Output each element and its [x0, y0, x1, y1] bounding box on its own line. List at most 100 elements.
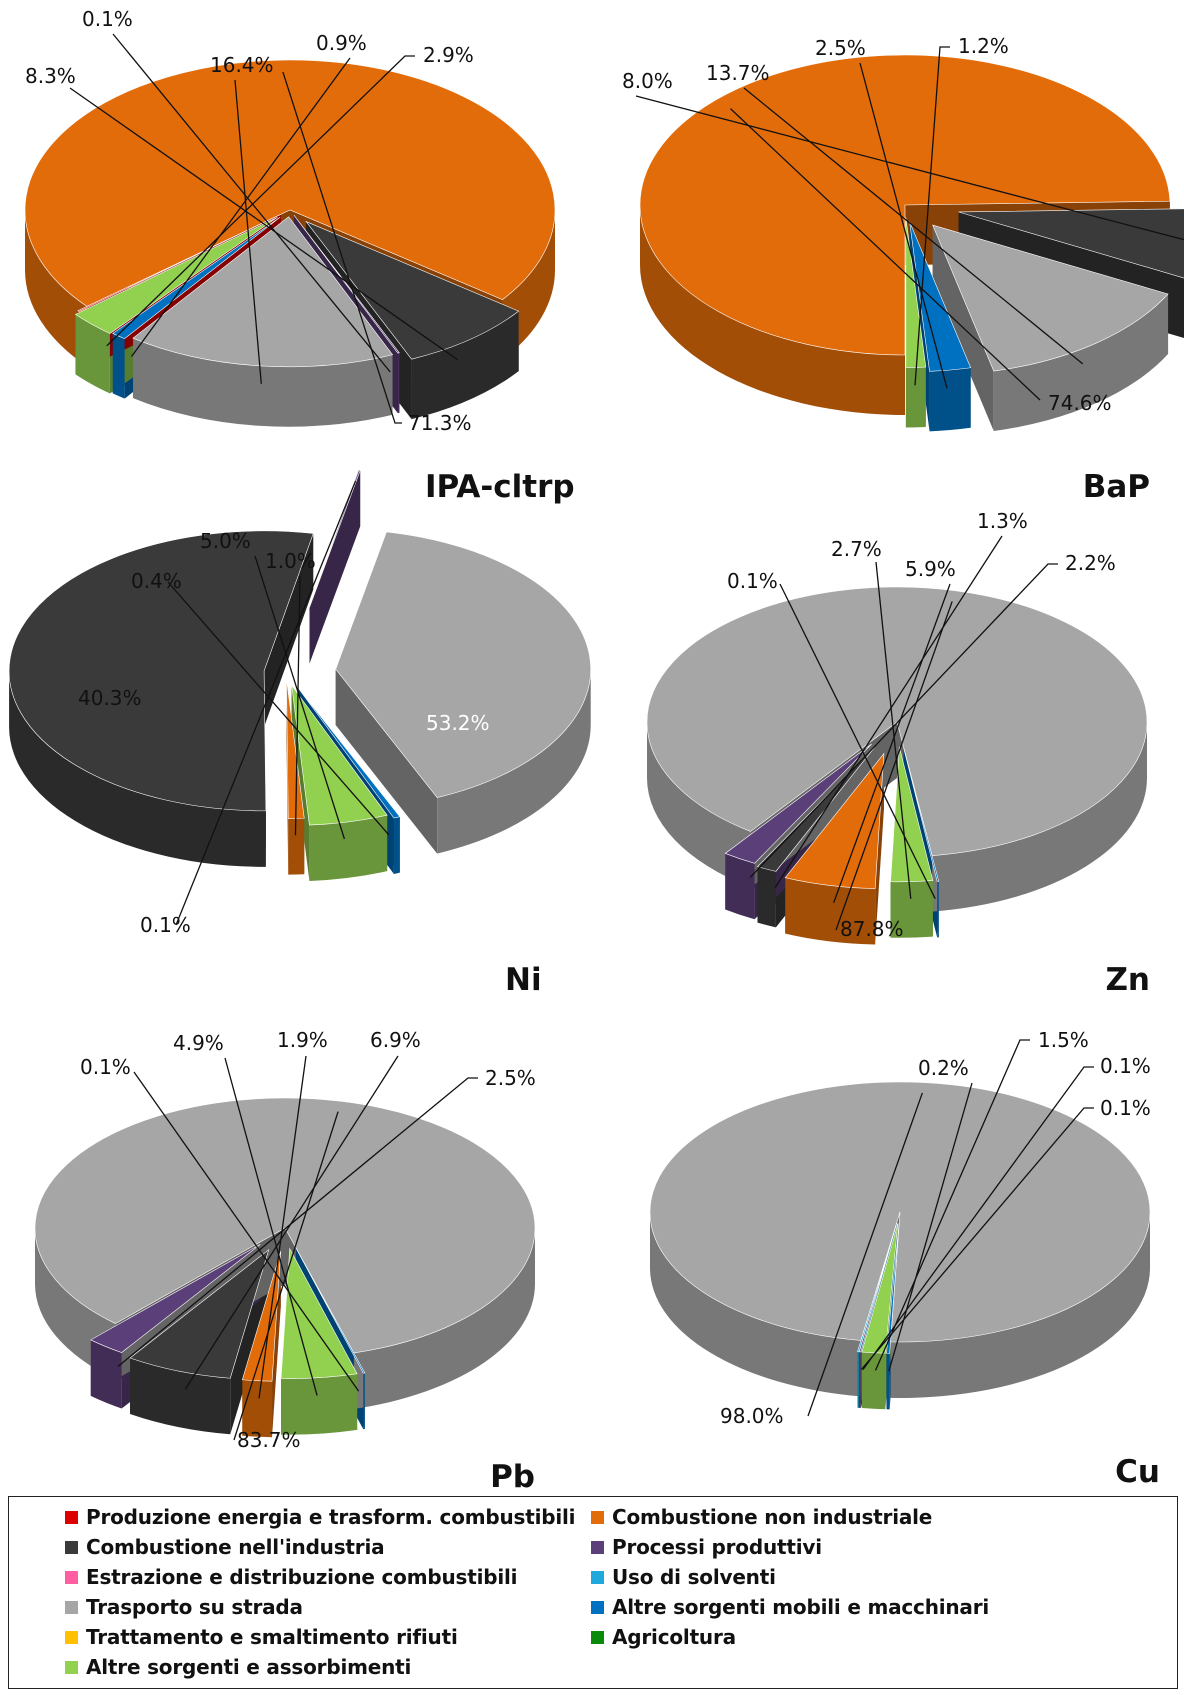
leader-line — [862, 1066, 1094, 1370]
chart-title: Ni — [505, 962, 542, 998]
legend-item-mobili: Altre sorgenti mobili e macchinari — [591, 1595, 989, 1619]
pie-chart-bap: 74.6% 8.0% 13.7% 2.5% 1.2% BaP — [622, 34, 1184, 505]
slice-side-altre — [75, 314, 110, 394]
pie-chart-zn: 5.9% 1.3% 2.2% 87.8% 0.1% 2.7% Zn — [646, 509, 1150, 998]
legend-swatch — [591, 1570, 604, 1584]
slice-label-strada: 83.7% — [237, 1428, 301, 1452]
slice-mobili — [295, 1247, 366, 1374]
leader-line — [167, 581, 390, 836]
legend-label: Altre sorgenti e assorbimenti — [86, 1655, 412, 1679]
leader-line — [112, 33, 391, 373]
slice-side-mobili — [937, 881, 939, 938]
legend-item-combustione_non_ind: Combustione non industriale — [591, 1505, 932, 1529]
slice-label-strada: 87.8% — [840, 917, 904, 941]
slice-side-combustione_ind — [757, 866, 776, 928]
leader-line — [258, 1055, 307, 1399]
legend-label: Trattamento e smaltimento rifiuti — [86, 1625, 458, 1649]
slice-side-combustione_non_ind — [24, 210, 87, 367]
slice-side-strada — [647, 722, 751, 888]
leader-line — [874, 1039, 1030, 1371]
leader-line — [914, 46, 950, 386]
slice-label-combustione_non_ind: 71.3% — [408, 411, 472, 435]
slice-combustione_ind — [958, 208, 1184, 279]
slice-label-combustione_non_ind: 1.0% — [265, 549, 316, 573]
leader-line — [234, 79, 262, 384]
pie-chart-ipa-cltrp: 71.3% 8.3% 0.1% 16.4% 0.9% 2.9% IPA-cltrp — [24, 7, 575, 505]
slice-side-solventi — [857, 1351, 860, 1408]
chart-title: BaP — [1083, 469, 1150, 505]
slice-side-mobili — [363, 1372, 365, 1430]
leader-line — [106, 55, 415, 347]
slice-side-strada — [890, 1212, 1150, 1398]
slice-side-combustione_non_ind — [785, 877, 876, 945]
slice-label-solventi: 0.1% — [1100, 1096, 1151, 1120]
slice-label-mobili: 2.5% — [815, 36, 866, 60]
slice-side-mobili — [112, 333, 125, 399]
leader-line — [175, 480, 357, 926]
slice-label-combustione_ind: 8.0% — [622, 69, 673, 93]
legend-item-solventi: Uso di solventi — [591, 1565, 776, 1589]
slice-side-combustione_non_ind — [242, 1379, 273, 1438]
slice-combustione_non_ind — [241, 1251, 282, 1382]
leader-line — [730, 108, 1041, 401]
slice-side-processi — [90, 1339, 122, 1409]
slice-altre — [74, 217, 278, 334]
slice-cut-face — [264, 533, 314, 727]
slice-cut-face — [309, 470, 361, 664]
slice-label-altre: 1.2% — [958, 34, 1009, 58]
legend-item-energia: Produzione energia e trasform. combustib… — [65, 1505, 576, 1529]
legend-item-rifiuti: Trattamento e smaltimento rifiuti — [65, 1625, 458, 1649]
legend-item-strada: Trasporto su strada — [65, 1595, 303, 1619]
slice-processi — [293, 215, 400, 354]
leader-line — [859, 62, 948, 389]
slice-label-processi: 2.5% — [485, 1066, 536, 1090]
slice-label-processi: 0.1% — [1100, 1054, 1151, 1078]
slice-label-combustione_non_ind: 1.9% — [277, 1028, 328, 1052]
slice-combustione_non_ind — [784, 752, 885, 889]
slice-mobili — [886, 1223, 900, 1354]
slice-strada — [646, 586, 1148, 856]
slice-label-mobili: 0.2% — [918, 1056, 969, 1080]
slice-side-altre — [905, 367, 926, 428]
slice-mobili — [298, 688, 401, 819]
leader-line — [635, 95, 1184, 241]
slice-combustione_ind — [305, 220, 520, 360]
legend-swatch — [65, 1510, 78, 1524]
slice-side-strada — [133, 338, 393, 427]
leader-line — [749, 563, 1058, 878]
legend-swatch — [65, 1570, 78, 1584]
leader-line — [860, 1107, 1094, 1370]
slice-label-altre: 2.7% — [831, 537, 882, 561]
slice-label-strada: 13.7% — [706, 61, 770, 85]
leader-line — [835, 601, 953, 931]
slice-side-strada — [353, 1228, 535, 1409]
slice-mobili — [903, 747, 940, 882]
leader-line — [233, 1111, 339, 1441]
slice-strada — [335, 531, 591, 798]
leader-line — [743, 87, 1084, 365]
leader-line — [774, 535, 1003, 888]
leader-line — [833, 583, 951, 904]
slice-altre — [280, 1247, 358, 1379]
slice-side-combustione_ind — [9, 670, 266, 867]
slice-energia — [77, 214, 281, 312]
legend-label: Processi produttivi — [612, 1535, 822, 1559]
slice-label-altre: 2.9% — [423, 43, 474, 67]
slice-combustione_ind — [129, 1248, 270, 1379]
slice-label-combustione_non_ind: 5.9% — [905, 557, 956, 581]
pie-chart-ni: 1.0% 53.2% 0.1% 40.3% 0.4% 5.0% Ni — [8, 469, 591, 998]
slice-side-altre — [281, 1373, 358, 1435]
leader-line — [133, 1071, 360, 1392]
legend-item-agricoltura: Agricoltura — [591, 1625, 736, 1649]
slice-side-combustione_non_ind — [640, 205, 905, 415]
slice-label-combustione_ind: 6.9% — [370, 1028, 421, 1052]
slice-side-strada — [437, 669, 591, 854]
slice-strada — [34, 1097, 536, 1354]
slice-label-mobili: 0.9% — [316, 31, 367, 55]
slice-strada — [649, 1081, 1151, 1343]
slice-side-strada — [650, 1212, 861, 1397]
slice-label-mobili: 0.1% — [727, 569, 778, 593]
slice-label-altre: 4.9% — [173, 1031, 224, 1055]
slice-side-altre — [890, 880, 933, 938]
slice-processi — [724, 743, 872, 864]
